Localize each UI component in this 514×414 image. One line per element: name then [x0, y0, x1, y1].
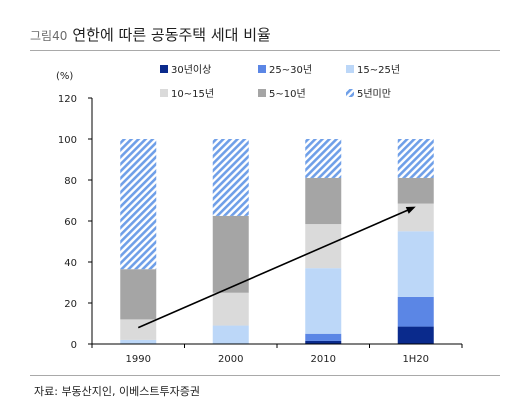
bar-segment-2000-2 — [212, 325, 249, 344]
legend-label: 5년미만 — [357, 88, 391, 100]
bar-segment-1H20-1 — [397, 296, 434, 327]
bar-segment-1H20-2 — [397, 231, 434, 297]
footer-divider — [30, 375, 500, 376]
bar-segment-2000-3 — [212, 292, 249, 326]
bar-segment-1H20-4 — [397, 177, 434, 204]
legend-swatch — [346, 89, 354, 97]
x-axis: 1990 2000 2010 1H20 — [91, 344, 463, 365]
y-tick-label: 80 — [64, 176, 77, 187]
bar-segment-1990-5 — [120, 139, 157, 270]
bar-segment-1H20-3 — [397, 203, 434, 232]
bar-segment-1990-4 — [120, 269, 157, 320]
y-tick-label: 0 — [71, 340, 77, 351]
bar-segment-2010-0 — [305, 340, 342, 344]
legend-swatch — [258, 65, 266, 73]
title-row: 그림40 연한에 따른 공동주택 세대 비율 — [30, 24, 271, 48]
stacked-bar-chart: (%) 30년이상 25~30년 15~25년 10~15년 5~10년 5년미만 0 20… — [56, 64, 463, 365]
source-note: 자료: 부동산지인, 이베스트투자증권 — [34, 385, 200, 398]
bar-segment-2010-5 — [305, 139, 342, 178]
x-tick-label: 1990 — [126, 354, 151, 365]
figure-number: 그림40 — [30, 29, 68, 43]
trend-arrow — [137, 206, 416, 329]
legend-swatch — [346, 65, 354, 73]
bar-segment-2000-4 — [212, 215, 249, 293]
figure-title: 연한에 따른 공동주택 세대 비율 — [72, 26, 271, 44]
legend: 30년이상 25~30년 15~25년 10~15년 5~10년 5년미만 — [160, 64, 400, 100]
bar-segment-2000-5 — [212, 139, 249, 216]
x-tick-label: 1H20 — [402, 354, 429, 365]
bar-segment-2010-2 — [305, 268, 342, 334]
legend-label: 5~10년 — [269, 88, 306, 100]
y-tick-label: 20 — [64, 299, 77, 310]
legend-label: 25~30년 — [269, 64, 312, 76]
title-divider — [30, 50, 500, 51]
bar-segment-1990-2 — [120, 339, 157, 344]
bars — [120, 139, 434, 344]
legend-label: 15~25년 — [357, 64, 400, 76]
y-tick-label: 40 — [64, 258, 77, 269]
legend-swatch — [160, 89, 168, 97]
y-tick-label: 120 — [58, 94, 77, 105]
legend-label: 10~15년 — [171, 88, 214, 100]
bar-segment-1H20-0 — [397, 326, 434, 344]
legend-swatch — [258, 89, 266, 97]
bar-segment-2010-4 — [305, 177, 342, 225]
x-tick-label: 2010 — [311, 354, 336, 365]
legend-swatch — [160, 65, 168, 73]
arrow-head — [405, 206, 416, 214]
legend-label: 30년이상 — [171, 64, 211, 76]
bar-segment-1H20-5 — [397, 139, 434, 178]
y-axis-unit: (%) — [56, 71, 73, 82]
y-tick-label: 60 — [64, 217, 77, 228]
arrow-shaft — [137, 209, 409, 329]
y-axis: 0 20 40 60 80 100 120 — [58, 94, 93, 351]
bar-segment-2010-1 — [305, 333, 342, 341]
y-tick-label: 100 — [58, 135, 77, 146]
x-tick-label: 2000 — [218, 354, 243, 365]
